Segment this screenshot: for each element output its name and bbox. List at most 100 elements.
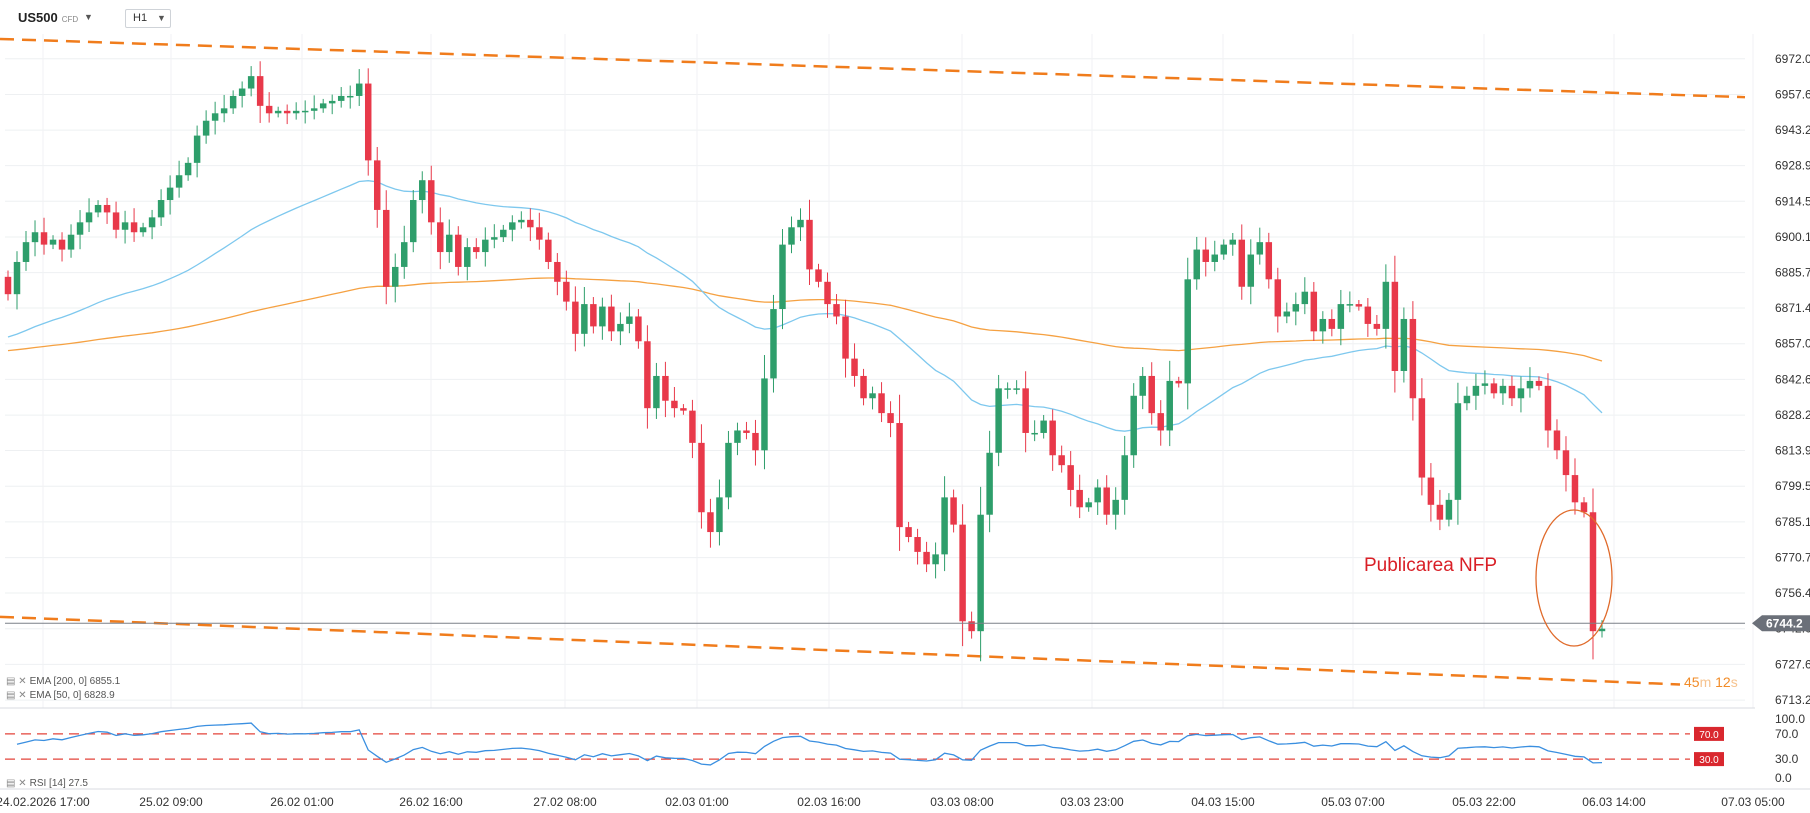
candle-body [626,316,633,324]
rsi-tick-label: 0.0 [1775,771,1792,785]
candle-body [653,375,660,409]
candle-body [923,551,930,565]
candle-body [157,200,165,218]
candle-body [256,76,264,106]
candle-body [175,175,183,188]
candle-body [1229,239,1237,245]
time-tick-label: 26.02 16:00 [399,795,463,809]
time-tick-label: 25.02 09:00 [139,795,203,809]
candle-body [1031,432,1038,435]
candle-body [1058,455,1065,466]
legend-eye-icon[interactable]: ▤ ✕ [6,690,27,701]
candle-body [932,554,939,565]
candle-body [31,232,39,243]
candle-body [824,281,831,305]
chevron-down-icon[interactable]: ▼ [84,12,93,22]
channel-lower-line [0,615,1681,686]
candle-body [1553,430,1561,451]
time-tick-label: 07.03 05:00 [1721,795,1785,809]
price-tick-label: 6756.4 [1775,586,1810,600]
chevron-down-icon: ▼ [157,13,166,23]
candle-body [1355,304,1363,307]
candle-body [292,110,300,114]
candle-body [193,135,201,163]
price-tick-label: 6900.1 [1775,230,1810,244]
candle-body [103,204,111,213]
candle-body [446,234,453,253]
candle-body [1139,375,1146,396]
candle-body [112,212,120,230]
candle-body [851,358,858,376]
candle-body [905,527,912,538]
legend-ema50-label: EMA [50, 0] 6828.9 [29,690,115,701]
time-tick-label: 24.02.2026 17:00 [0,795,90,809]
candle-body [761,378,768,451]
candle-body [274,110,282,114]
candle-body [518,219,525,223]
candle-body [887,413,894,424]
candle-body [995,388,1002,453]
candle-body [986,452,993,515]
candle-body [464,247,471,267]
time-tick-label: 03.03 23:00 [1060,795,1124,809]
candle-body [265,105,273,114]
candle-body [1013,388,1020,390]
rsi-level-label: 30.0 [1699,755,1719,766]
candle-body [617,323,624,332]
legend-ema50[interactable]: ▤ ✕ EMA [50, 0] 6828.9 [6,690,115,701]
candle-body [1589,512,1597,632]
candle-body [49,239,57,245]
candle-body [743,430,750,433]
candle-body [1328,318,1336,329]
candle-body [148,217,156,228]
symbol-selector[interactable]: US500 CFD [18,10,78,25]
candle-body [671,400,678,409]
candle-body [644,341,651,409]
candle-body [797,219,804,228]
candle-body [310,108,318,111]
price-axis[interactable]: 6972.0 6957.6 6943.2 6928.9 6914.5 6900.1 6885… [1752,52,1810,707]
candle-body [1382,281,1390,329]
candle-body [1202,249,1209,262]
candle-body [184,162,192,176]
countdown-seconds: 12 [1715,674,1731,690]
candle-body [1472,385,1480,396]
price-tick-label: 6871.4 [1775,301,1810,315]
candle-body [1211,254,1218,262]
current-price-tag [1752,615,1810,632]
legend-rsi-label: RSI [14] 27.5 [29,778,88,789]
candle-body [373,160,381,210]
countdown-seconds-unit: s [1730,674,1738,690]
current-price-label: 6744.2 [1766,616,1803,630]
legend-eye-icon[interactable]: ▤ ✕ [6,778,27,789]
candle-body [319,103,327,109]
candle-body [572,301,579,334]
candle-body [1184,279,1191,384]
candle-body [1274,279,1282,317]
candle-body [13,261,21,295]
candle-body [4,276,12,295]
candle-body [1481,383,1489,386]
candle-body [842,316,849,359]
rsi-tick-label: 100.0 [1775,712,1805,726]
candle-body [590,304,597,327]
candle-body [211,113,219,121]
candle-body [58,239,66,250]
candle-body [1418,398,1426,478]
legend-eye-icon[interactable]: ▤ ✕ [6,676,27,687]
candle-body [698,442,705,513]
candle-body [977,514,984,632]
rsi-level-label: 70.0 [1699,730,1719,741]
candle-body [716,497,723,533]
legend-ema200[interactable]: ▤ ✕ EMA [200, 0] 6855.1 [6,676,120,687]
candle-body [1067,465,1074,490]
candle-body [968,621,975,632]
candle-body [1544,385,1552,431]
time-axis[interactable]: 24.02.2026 17:00 25.02 09:00 26.02 01:00 26… [0,788,1810,809]
candle-body [1535,380,1543,386]
legend-rsi[interactable]: ▤ ✕ RSI [14] 27.5 [6,778,88,789]
price-tick-label: 6770.7 [1775,551,1810,565]
candle-body [428,180,435,223]
timeframe-select[interactable]: H1 ▼ [125,9,171,28]
